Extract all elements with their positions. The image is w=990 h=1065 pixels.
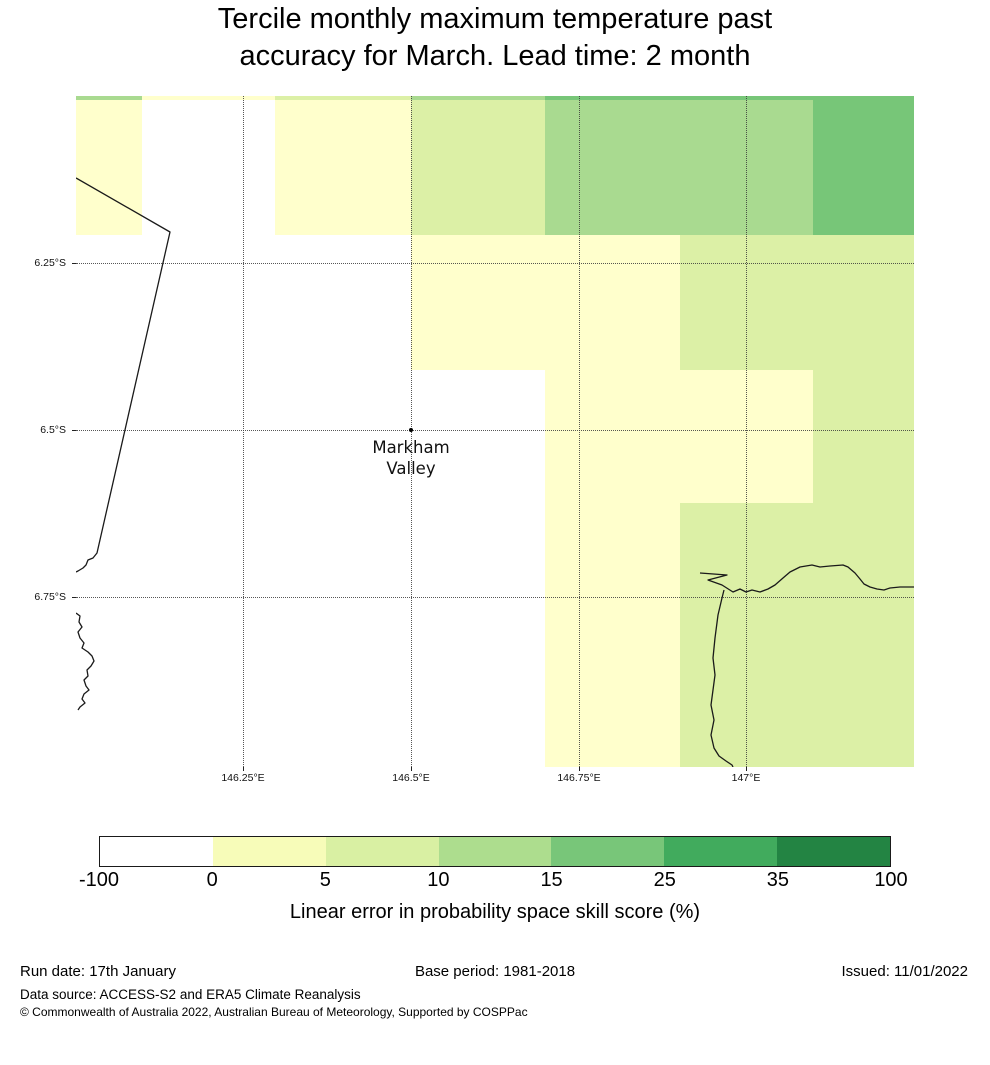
- map-cell: [275, 100, 411, 235]
- footer-issued-date: Issued: 11/01/2022: [841, 963, 969, 980]
- lat-tick-label: 6.25°S: [34, 257, 66, 269]
- colorbar-tick-label: 5: [319, 869, 331, 891]
- coastline-path: [710, 589, 734, 767]
- page-title-line2: accuracy for March. Lead time: 2 month: [239, 40, 751, 72]
- lon-tick-mark: [746, 767, 747, 771]
- coastline-path: [699, 564, 914, 593]
- footer-run-date: Run date: 17th January: [20, 963, 176, 980]
- map-cell: [813, 100, 914, 235]
- colorbar-segment: [664, 837, 778, 866]
- map-cell: [142, 96, 275, 100]
- footer-base-period: Base period: 1981-2018: [414, 963, 576, 980]
- lon-tick-mark: [411, 767, 412, 771]
- colorbar-segment: [325, 837, 439, 866]
- map-plot: Markham Valley: [76, 96, 914, 767]
- colorbar-segment: [777, 837, 891, 866]
- map-cell: [275, 96, 411, 100]
- gridline-vertical: [243, 96, 244, 767]
- coastline-path: [76, 612, 95, 711]
- place-label-line2: Valley: [386, 459, 436, 478]
- colorbar-tick-label: 10: [427, 869, 450, 891]
- colorbar-segment: [212, 837, 326, 866]
- map-cell: [813, 370, 914, 503]
- page-title-line1: Tercile monthly maximum temperature past: [217, 3, 773, 35]
- gridline-vertical: [746, 96, 747, 767]
- colorbar-tick-label: 35: [766, 869, 789, 891]
- map-cell: [545, 370, 813, 503]
- gridline-horizontal: [76, 430, 914, 431]
- colorbar-title: Linear error in probability space skill …: [289, 901, 701, 923]
- colorbar-tick-label: -100: [78, 869, 120, 891]
- colorbar: [99, 836, 891, 867]
- gridline-horizontal: [76, 597, 914, 598]
- lon-tick-label: 146.5°E: [392, 772, 430, 784]
- lat-tick-mark: [72, 263, 76, 264]
- lon-tick-label: 146.75°E: [557, 772, 601, 784]
- colorbar-tick-label: 100: [874, 869, 908, 891]
- lat-tick-mark: [72, 597, 76, 598]
- colorbar-tick-label: 25: [653, 869, 676, 891]
- map-cell: [411, 96, 545, 100]
- place-marker-dot: [409, 428, 413, 432]
- colorbar-tick-label: 15: [540, 869, 563, 891]
- footer-copyright: © Commonwealth of Australia 2022, Austra…: [20, 1005, 528, 1019]
- lat-tick-label: 6.75°S: [34, 591, 66, 603]
- map-cell: [411, 100, 545, 235]
- gridline-horizontal: [76, 263, 914, 264]
- place-label: Markham Valley: [372, 437, 449, 479]
- lon-tick-mark: [243, 767, 244, 771]
- lon-tick-mark: [579, 767, 580, 771]
- map-cell: [76, 96, 142, 100]
- place-label-line1: Markham: [372, 438, 450, 457]
- coastline-svg: [76, 177, 914, 767]
- lat-tick-label: 6.5°S: [40, 424, 66, 436]
- colorbar-tick-label: 0: [206, 869, 218, 891]
- gridline-vertical: [579, 96, 580, 767]
- lon-tick-label: 147°E: [731, 772, 761, 784]
- map-cell: [545, 503, 680, 767]
- page-title: Tercile monthly maximum temperature past…: [0, 1, 990, 75]
- lon-tick-label: 146.25°E: [221, 772, 265, 784]
- colorbar-segment: [100, 837, 213, 866]
- map-cell: [545, 100, 813, 235]
- map-cell: [680, 235, 914, 370]
- colorbar-segment: [551, 837, 665, 866]
- footer-data-source: Data source: ACCESS-S2 and ERA5 Climate …: [20, 987, 361, 1002]
- map-cell: [411, 235, 680, 370]
- map-cell: [76, 100, 142, 235]
- lat-tick-mark: [72, 430, 76, 431]
- coastline-path: [76, 177, 171, 573]
- map-cell: [545, 96, 914, 100]
- map-cell: [680, 503, 914, 767]
- colorbar-segment: [438, 837, 552, 866]
